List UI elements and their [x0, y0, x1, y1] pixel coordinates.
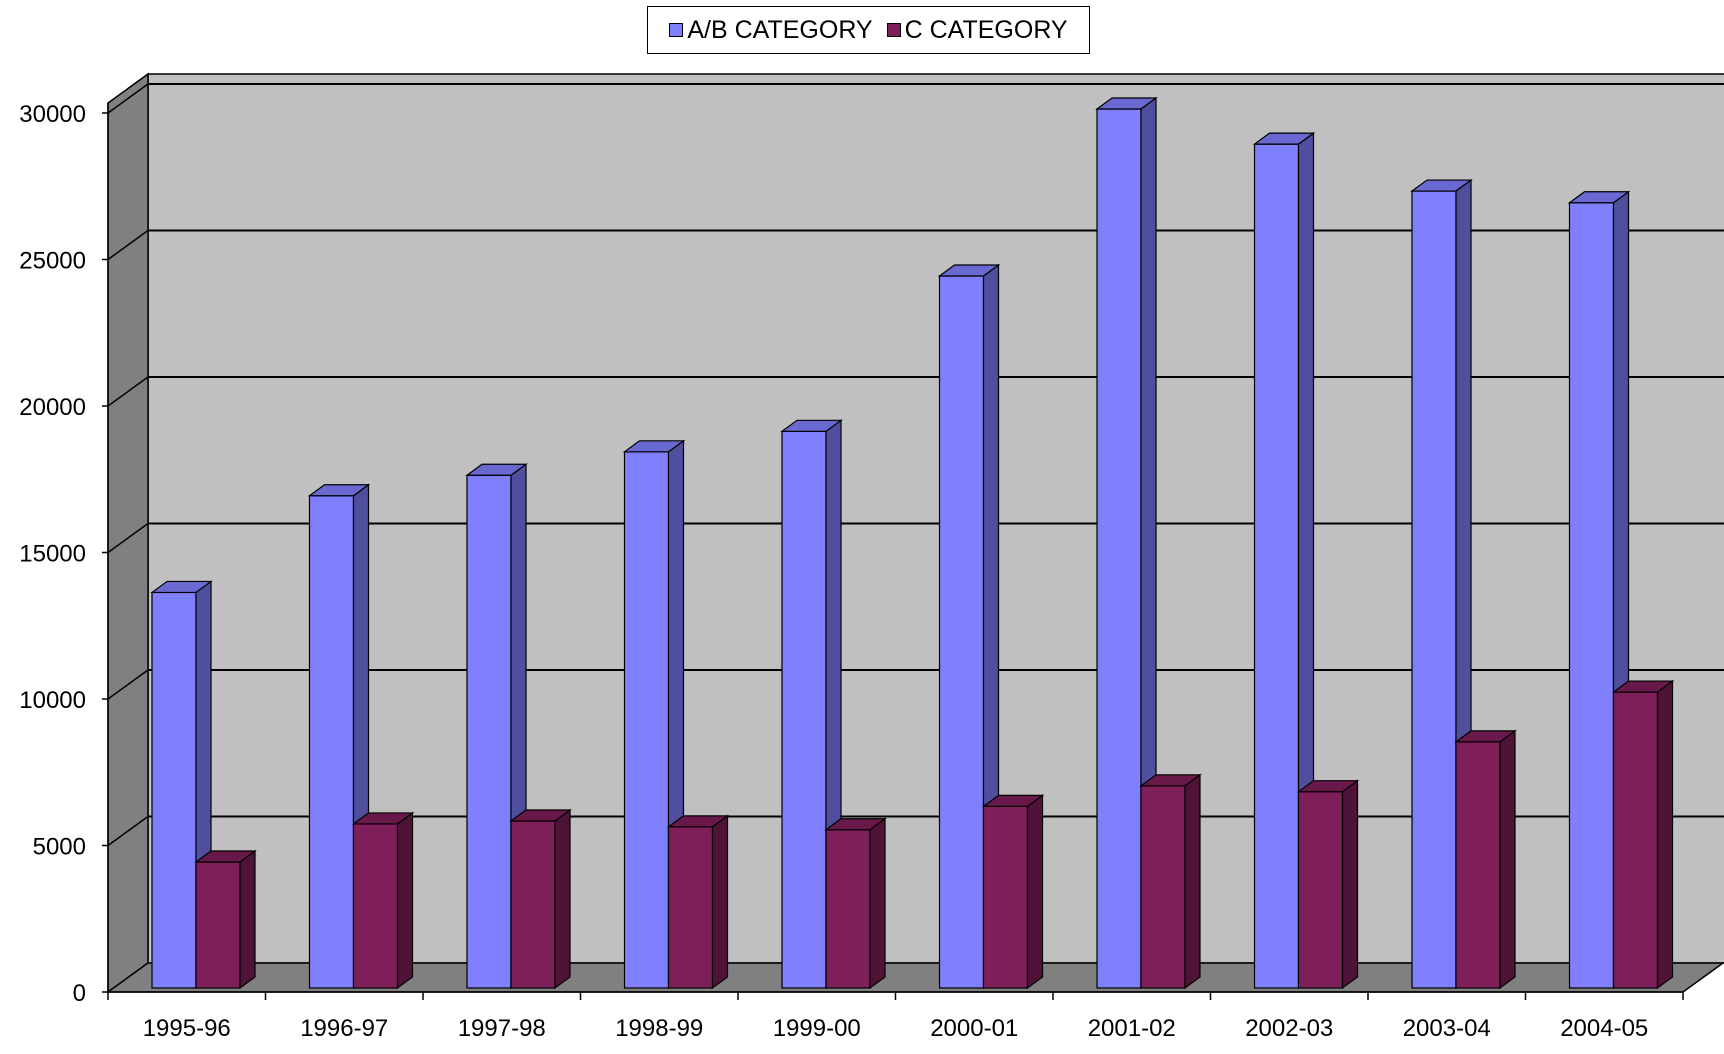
bar-side — [1341, 779, 1359, 990]
x-tick-label: 2002-03 — [1245, 1015, 1333, 1042]
bar-top — [981, 794, 1045, 807]
bar-c — [666, 814, 730, 990]
chart-axes: 0 5000 10000 15000 20000 25000 30000 1995-96 199… — [19, 101, 1684, 1042]
bar-front — [510, 820, 556, 989]
bar-front — [1096, 108, 1142, 989]
bar-front — [1297, 791, 1344, 989]
bar-c — [509, 808, 572, 990]
bar-c — [1611, 679, 1675, 990]
bar-top — [780, 419, 843, 432]
bar-front — [781, 430, 827, 989]
bar-top — [1454, 730, 1517, 743]
bar-ab — [1410, 178, 1473, 990]
bar-top — [1139, 774, 1202, 787]
bar-top — [351, 812, 415, 825]
bar-front — [1411, 190, 1457, 989]
bar-front — [938, 275, 985, 989]
bar-top — [509, 809, 572, 822]
y-tick-label: 30000 — [19, 101, 86, 128]
legend-item-ab: A/B CATEGORY — [669, 15, 873, 45]
gridline-side — [107, 229, 149, 261]
bar-c — [1139, 773, 1202, 990]
gridline-side — [107, 815, 149, 847]
bar-front — [667, 826, 714, 989]
bar-front — [982, 805, 1029, 989]
bar-ab — [622, 439, 686, 990]
gridline-side — [107, 376, 149, 407]
bar-c — [194, 849, 257, 990]
bar-side — [396, 811, 414, 990]
x-tick-label: 2000-01 — [930, 1015, 1018, 1042]
bar-top — [666, 815, 730, 828]
x-tick-label: 2001-02 — [1088, 1015, 1176, 1042]
gridline-side — [107, 522, 149, 554]
y-tick-label: 15000 — [19, 541, 86, 568]
bar-side — [869, 817, 886, 990]
bar-front — [151, 591, 197, 989]
gridline-side — [107, 83, 149, 114]
bar-front — [1568, 202, 1615, 989]
x-tick-label: 1996-97 — [300, 1015, 388, 1042]
bar-ab — [1095, 96, 1158, 990]
bar-top — [622, 440, 686, 453]
x-tick-label: 1997-98 — [458, 1015, 546, 1042]
y-tick-label: 10000 — [19, 687, 86, 714]
bar-side — [554, 808, 571, 990]
bar-top — [1410, 179, 1473, 192]
bar-top — [937, 264, 1001, 277]
bar-top — [307, 484, 371, 497]
y-tick-label: 25000 — [19, 248, 86, 275]
bar-top — [1095, 97, 1158, 110]
bar-c — [1296, 779, 1360, 990]
bar-front — [1612, 691, 1659, 989]
bar-side — [711, 814, 729, 990]
bar-c — [351, 811, 415, 990]
bar-ab — [150, 580, 213, 990]
x-tick-label: 2004-05 — [1560, 1015, 1648, 1042]
y-tick-label: 20000 — [19, 394, 86, 421]
bar-c — [824, 817, 887, 990]
legend-label-ab: A/B CATEGORY — [687, 15, 873, 44]
bar-side — [1026, 794, 1044, 990]
bar-front — [195, 861, 241, 989]
bar-top — [465, 463, 528, 476]
gridline-side — [107, 669, 149, 700]
bar-top — [824, 818, 887, 831]
bar-side — [239, 849, 256, 990]
bar-side — [1499, 729, 1516, 990]
y-tick-label: 5000 — [33, 834, 86, 861]
bar-c — [1454, 729, 1517, 990]
y-tick-label: 0 — [73, 980, 86, 1007]
bar-side — [1656, 679, 1674, 990]
bar-front — [623, 451, 670, 989]
bar-front — [466, 474, 512, 989]
legend-swatch-c — [886, 23, 901, 37]
bar-front — [1455, 741, 1501, 989]
bar-top — [1296, 780, 1360, 793]
legend-item-c: C CATEGORY — [886, 15, 1068, 45]
legend-swatch-ab — [669, 23, 684, 37]
bar-top — [1252, 132, 1316, 145]
x-tick-label: 1998-99 — [615, 1015, 703, 1042]
x-tick-label: 1995-96 — [143, 1015, 231, 1042]
bar-c — [981, 794, 1045, 990]
bar-front — [352, 823, 399, 989]
bar-top — [1567, 191, 1631, 204]
bar-top — [150, 580, 213, 594]
side-wall — [107, 72, 149, 994]
bar-top — [1611, 680, 1675, 693]
x-tick-label: 2003-04 — [1403, 1015, 1491, 1042]
bar-ab — [465, 463, 528, 990]
bar-front — [825, 829, 871, 989]
legend-label-c: C CATEGORY — [904, 15, 1068, 44]
bar-top — [194, 850, 257, 863]
chart-bars — [150, 96, 1675, 990]
bar-front — [308, 495, 355, 989]
bar-front — [1253, 143, 1300, 989]
chart-legend: A/B CATEGORY C CATEGORY — [647, 6, 1090, 54]
bar-front — [1140, 785, 1186, 989]
x-tick-label: 1999-00 — [773, 1015, 861, 1042]
bar-side — [1184, 773, 1201, 990]
